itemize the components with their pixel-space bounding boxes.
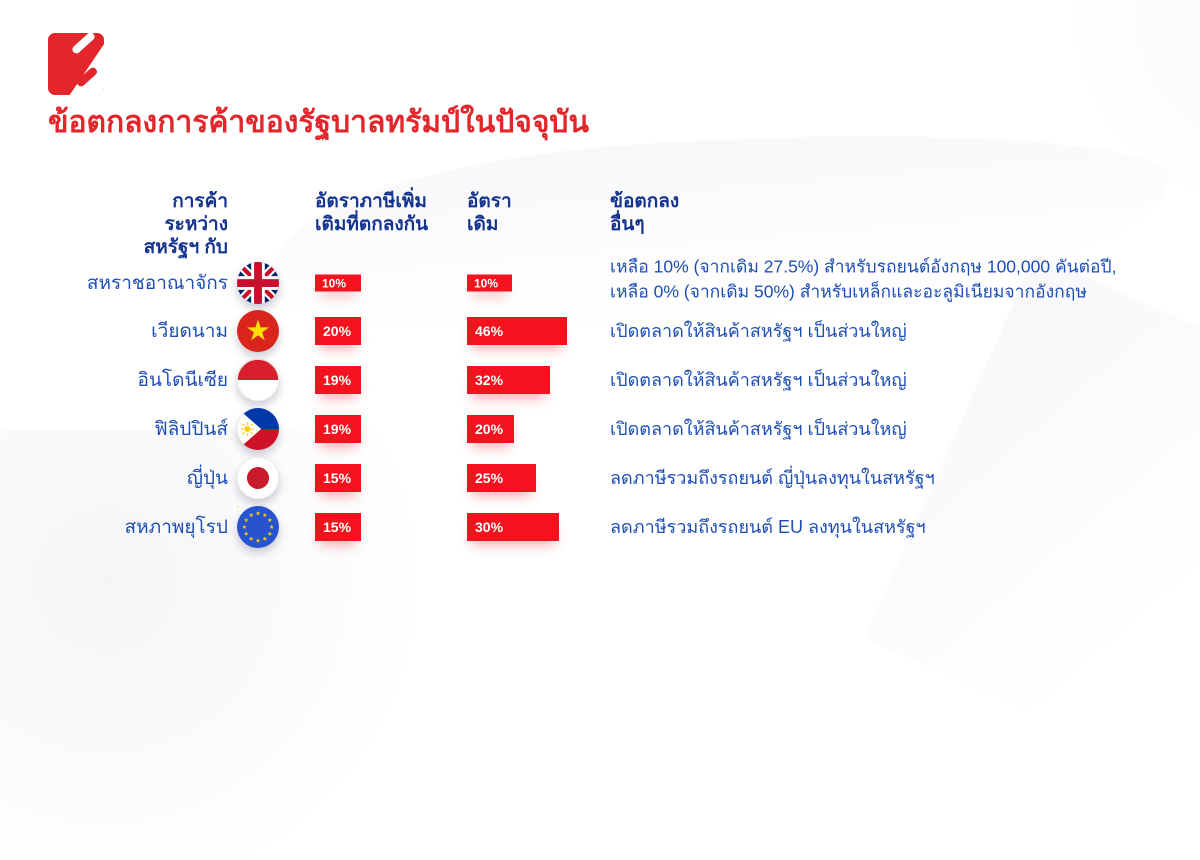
- header-country: การค้า ระหว่าง สหรัฐฯ กับ: [143, 191, 228, 259]
- country-label: เวียดนาม: [151, 321, 228, 342]
- original-rate-bar: 20%: [467, 415, 514, 443]
- agreed-rate-value: 15%: [323, 519, 352, 535]
- country-label: ฟิลิปปินส์: [154, 419, 228, 440]
- country-label: สหภาพยุโรป: [124, 517, 228, 538]
- table-row-japan: ญี่ปุ่น 15% 25% ลดภาษีรวมถึงรถยนต์ ญี่ปุ…: [0, 454, 1200, 502]
- page-title: ข้อตกลงการค้าของรัฐบาลทรัมป์ในปัจจุบัน: [48, 106, 589, 139]
- original-rate-bar: 32%: [467, 366, 550, 394]
- table-row-philippines: ฟิลิปปินส์ 19% 20% เปิดตลาดให้สินค้าสหรั…: [0, 405, 1200, 453]
- brand-logo-icon: [48, 33, 104, 95]
- original-rate-value: 25%: [475, 470, 504, 486]
- table-row-uk: สหราชอาณาจักร 10% 10% เหลือ 10% (จากเดิม…: [0, 257, 1200, 307]
- agreed-rate-badge: 10%: [315, 274, 361, 292]
- country-label: สหราชอาณาจักร: [86, 273, 228, 294]
- eu-flag-icon: [237, 506, 279, 548]
- header-other-terms: ข้อตกลง อื่นๆ: [610, 191, 680, 236]
- agreed-rate-badge: 19%: [315, 366, 361, 394]
- japan-flag-icon: [237, 457, 279, 499]
- country-label: ญี่ปุ่น: [186, 468, 228, 489]
- original-rate-value: 30%: [475, 519, 504, 535]
- header-agreed-rate: อัตราภาษีเพิ่ม เติมที่ตกลงกัน: [315, 191, 429, 236]
- table-row-vietnam: เวียดนาม 20% 46% เปิดตลาดให้สินค้าสหรัฐฯ…: [0, 307, 1200, 355]
- agreed-rate-value: 19%: [323, 421, 352, 437]
- row-note: เหลือ 10% (จากเดิม 27.5%) สำหรับรถยนต์อั…: [610, 256, 1117, 302]
- agreed-rate-badge: 19%: [315, 415, 361, 443]
- table-row-eu: สหภาพยุโรป 15% 30% ลดภาษีรวมถึงรถยนต์ EU…: [0, 503, 1200, 551]
- row-note: ลดภาษีรวมถึงรถยนต์ ญี่ปุ่นลงทุนในสหรัฐฯ: [610, 467, 935, 488]
- original-rate-bar: 30%: [467, 513, 559, 541]
- uk-flag-icon: [237, 262, 279, 304]
- indonesia-flag-icon: [237, 359, 279, 401]
- table-row-indonesia: อินโดนีเซีย 19% 32% เปิดตลาดให้สินค้าสหร…: [0, 356, 1200, 404]
- country-label: อินโดนีเซีย: [137, 370, 228, 391]
- row-note: เปิดตลาดให้สินค้าสหรัฐฯ เป็นส่วนใหญ่: [610, 418, 907, 439]
- original-rate-value: 32%: [475, 372, 504, 388]
- agreed-rate-value: 15%: [323, 470, 352, 486]
- agreed-rate-value: 10%: [322, 276, 347, 290]
- row-note: ลดภาษีรวมถึงรถยนต์ EU ลงทุนในสหรัฐฯ: [610, 516, 926, 537]
- background-swoosh: [1050, 0, 1200, 200]
- original-rate-value: 10%: [474, 276, 499, 290]
- original-rate-bar: 10%: [467, 274, 512, 292]
- original-rate-value: 46%: [475, 323, 504, 339]
- original-rate-value: 20%: [475, 421, 504, 437]
- agreed-rate-badge: 15%: [315, 513, 361, 541]
- vietnam-flag-icon: [237, 310, 279, 352]
- original-rate-bar: 46%: [467, 317, 567, 345]
- row-note: เปิดตลาดให้สินค้าสหรัฐฯ เป็นส่วนใหญ่: [610, 369, 907, 390]
- agreed-rate-value: 20%: [323, 323, 352, 339]
- header-original-rate: อัตรา เดิม: [467, 191, 512, 236]
- row-note: เปิดตลาดให้สินค้าสหรัฐฯ เป็นส่วนใหญ่: [610, 320, 907, 341]
- agreed-rate-badge: 15%: [315, 464, 361, 492]
- philippines-flag-icon: [237, 408, 279, 450]
- original-rate-bar: 25%: [467, 464, 536, 492]
- agreed-rate-value: 19%: [323, 372, 352, 388]
- agreed-rate-badge: 20%: [315, 317, 361, 345]
- logo-white-slash: [70, 33, 97, 56]
